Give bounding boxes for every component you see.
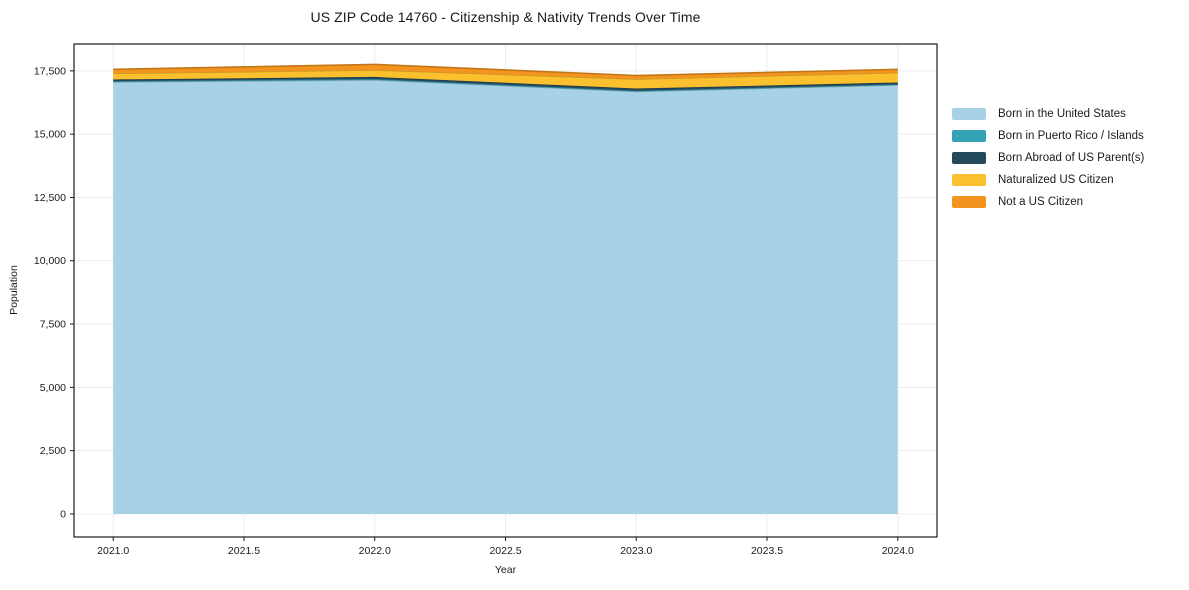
legend-swatch [952,129,986,142]
x-tick-label: 2023.0 [620,545,652,557]
x-tick-label: 2021.5 [228,545,260,557]
chart-title: US ZIP Code 14760 - Citizenship & Nativi… [310,9,701,25]
legend: Born in the United States Born in Puerto … [952,107,1144,217]
y-tick-label: 5,000 [40,382,66,394]
x-tick-label: 2024.0 [882,545,914,557]
legend-item: Not a US Citizen [952,195,1144,208]
legend-swatch [952,151,986,164]
x-axis-label: Year [494,564,517,576]
legend-label: Born Abroad of US Parent(s) [998,151,1145,164]
x-tick-label: 2022.5 [489,545,521,557]
legend-swatch [952,195,986,208]
y-tick-label: 15,000 [34,129,66,141]
axis-ticks: 0 2,500 5,000 7,500 10,000 12,500 15,000 17,500… [34,65,914,557]
stacked-areas [113,63,898,514]
legend-item: Naturalized US Citizen [952,173,1144,186]
y-tick-label: 7,500 [40,319,66,331]
legend-label: Naturalized US Citizen [998,173,1114,186]
x-tick-label: 2022.0 [359,545,391,557]
area-born-in-the-united-states [113,79,898,514]
edge-not-a-us-citizen [113,63,898,77]
y-tick-label: 17,500 [34,65,66,77]
y-tick-label: 10,000 [34,255,66,267]
x-tick-label: 2021.0 [97,545,129,557]
legend-label: Born in the United States [998,107,1126,120]
legend-item: Born in the United States [952,107,1144,120]
y-tick-label: 2,500 [40,445,66,457]
y-axis-label: Population [8,265,20,315]
legend-label: Born in Puerto Rico / Islands [998,129,1144,142]
legend-item: Born Abroad of US Parent(s) [952,151,1144,164]
area-naturalized-us-citizen [113,69,898,89]
x-tick-label: 2023.5 [751,545,783,557]
legend-swatch [952,173,986,186]
legend-swatch [952,107,986,120]
y-tick-label: 12,500 [34,192,66,204]
legend-item: Born in Puerto Rico / Islands [952,129,1144,142]
legend-label: Not a US Citizen [998,195,1084,208]
y-tick-label: 0 [60,508,66,520]
area-not-a-us-citizen [113,64,898,80]
